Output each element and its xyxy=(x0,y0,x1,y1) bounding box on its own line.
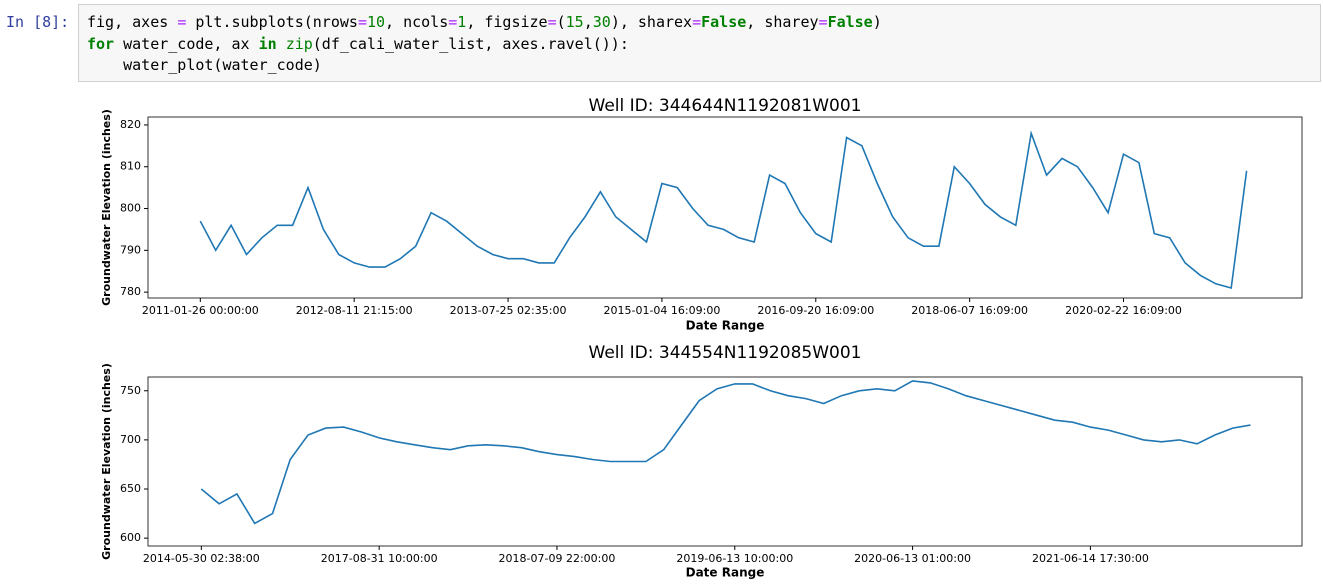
code-token: 15 xyxy=(565,13,584,31)
y-axis-label: Groundwater Elevation (inches) xyxy=(100,363,113,560)
y-tick-label: 790 xyxy=(120,243,141,256)
y-tick-label: 800 xyxy=(120,202,141,215)
data-line xyxy=(199,130,1248,290)
y-tick-label: 750 xyxy=(120,384,141,397)
x-tick-label: 2019-06-13 10:00:00 xyxy=(676,552,793,565)
data-line xyxy=(200,380,1251,525)
code-token: zip xyxy=(285,34,313,53)
code-token: plt.subplots(nrows xyxy=(186,13,358,31)
y-tick-label: 700 xyxy=(120,433,141,446)
code-token: = xyxy=(547,13,557,31)
code-token: 10 xyxy=(366,13,386,31)
x-tick-label: 2021-06-14 17:30:00 xyxy=(1032,552,1149,565)
x-axis-label: Date Range xyxy=(686,319,765,333)
x-axis-label: Date Range xyxy=(686,566,765,580)
chart-title: Well ID: 344644N1192081W001 xyxy=(589,96,862,116)
code-line: water_plot(water_code) xyxy=(87,56,322,74)
code-token: , ncols xyxy=(385,13,449,31)
code-token: water_code, ax xyxy=(114,34,259,53)
cell-prompt: In [8]: xyxy=(6,13,70,31)
plot-frame xyxy=(147,116,1303,299)
code-token: False xyxy=(827,13,873,31)
y-tick-label: 810 xyxy=(120,160,141,173)
code-token: = xyxy=(357,13,367,31)
x-tick-label: 2012-08-11 21:15:00 xyxy=(296,304,413,317)
code-line: for water_code, ax in zip(df_cali_water_… xyxy=(87,35,629,53)
code-token: ) xyxy=(872,13,882,31)
code-token: ( xyxy=(556,13,566,31)
chart: Well ID: 344554N1192085W001 Date Range Gro… xyxy=(100,343,1303,580)
chart: Well ID: 344644N1192081W001 Date Range Gro… xyxy=(100,96,1303,333)
x-tick-label: 2014-05-30 02:38:00 xyxy=(143,552,260,565)
x-tick-label: 2013-07-25 02:35:00 xyxy=(450,304,567,317)
code-token: = xyxy=(177,13,187,31)
code-token: fig, axes xyxy=(87,13,178,31)
chart-title: Well ID: 344554N1192085W001 xyxy=(589,343,862,363)
code-token: = xyxy=(448,13,458,31)
code-token: (df_cali_water_list, axes.ravel()): xyxy=(312,34,629,53)
x-tick-label: 2011-01-26 00:00:00 xyxy=(142,304,259,317)
y-tick-label: 780 xyxy=(120,285,141,298)
x-tick-label: 2016-09-20 16:09:00 xyxy=(757,304,874,317)
y-axis-label: Groundwater Elevation (inches) xyxy=(100,109,113,306)
y-tick-label: 650 xyxy=(120,482,141,495)
x-tick-label: 2017-08-31 10:00:00 xyxy=(321,552,438,565)
code-cell[interactable]: fig, axes = plt.subplots(nrows=10, ncols… xyxy=(78,4,1321,82)
y-tick-label: 600 xyxy=(120,531,141,544)
code-token: ), sharex xyxy=(610,13,693,31)
code-line: fig, axes = plt.subplots(nrows=10, ncols… xyxy=(87,13,882,31)
code-token: for xyxy=(87,34,115,53)
code-token: = xyxy=(818,13,828,31)
code-token: water_plot(water_code) xyxy=(87,56,322,74)
x-tick-label: 2020-06-13 01:00:00 xyxy=(854,552,971,565)
x-tick-label: 2015-01-04 16:09:00 xyxy=(604,304,721,317)
x-tick-label: 2018-06-07 16:09:00 xyxy=(911,304,1028,317)
code-token: False xyxy=(701,13,747,31)
plot-frame xyxy=(147,376,1303,547)
code-token: , sharey xyxy=(746,13,819,31)
x-tick-label: 2018-07-09 22:00:00 xyxy=(499,552,616,565)
code-token: , figsize xyxy=(466,13,548,31)
code-token: 1 xyxy=(457,13,467,31)
y-tick-label: 820 xyxy=(120,118,141,131)
code-token: , xyxy=(583,13,593,31)
code-token: in xyxy=(258,34,277,53)
x-tick-label: 2020-02-22 16:09:00 xyxy=(1065,304,1182,317)
code-token: = xyxy=(692,13,702,31)
code-token: 30 xyxy=(592,13,611,31)
